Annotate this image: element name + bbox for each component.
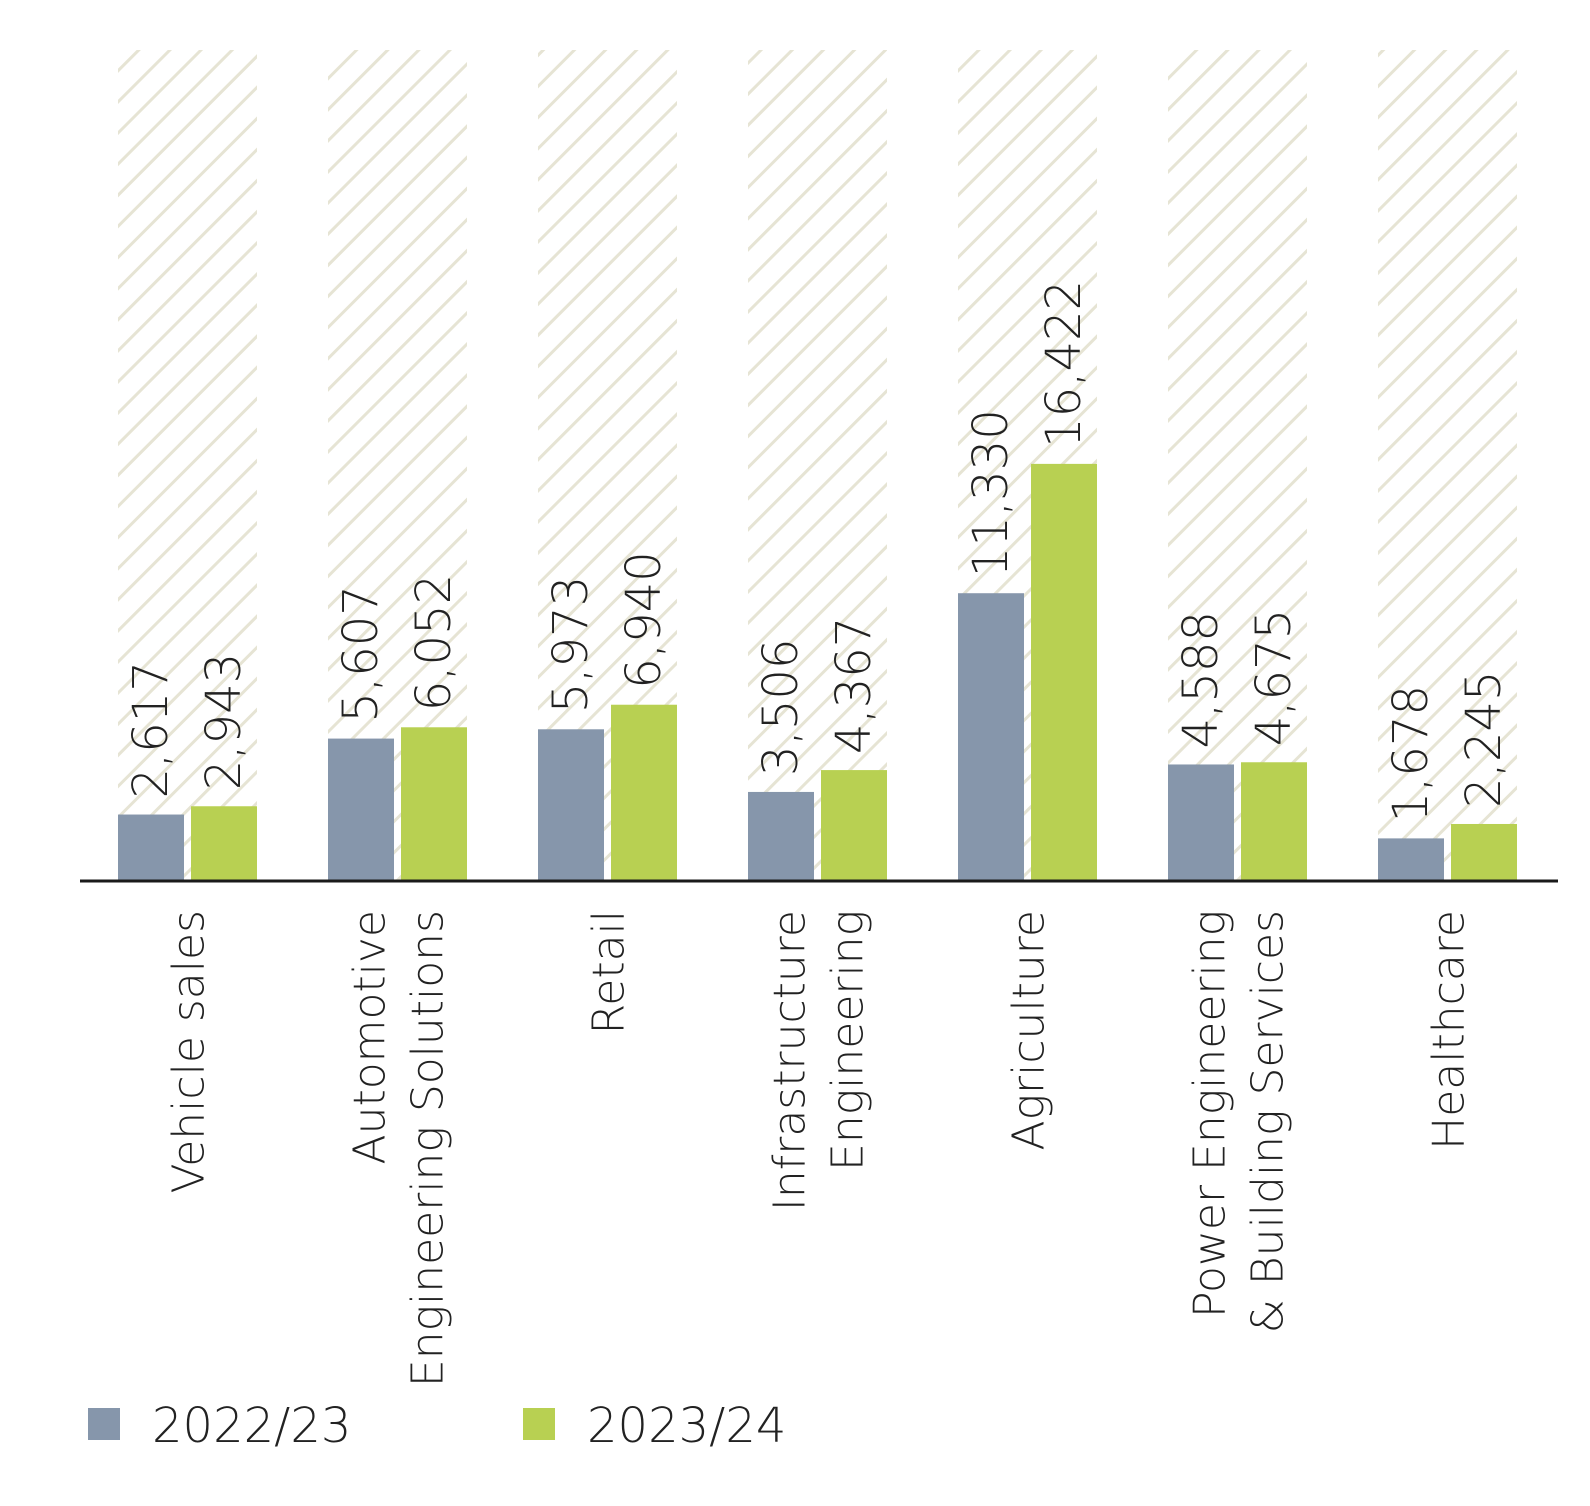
legend-label: 2023/24 bbox=[587, 1398, 786, 1454]
category-label-line: Agriculture bbox=[1004, 910, 1055, 1150]
hatched-background bbox=[1378, 50, 1517, 881]
value-label: 2,617 bbox=[123, 661, 179, 798]
value-label: 5,973 bbox=[543, 576, 599, 713]
legend-label: 2022/23 bbox=[152, 1398, 351, 1454]
bar bbox=[611, 704, 677, 881]
legend-item: 2022/23 bbox=[88, 1398, 351, 1454]
category-label-line: & Building Services bbox=[1243, 910, 1294, 1333]
value-label: 4,588 bbox=[1173, 611, 1229, 748]
legend-swatch bbox=[88, 1408, 120, 1440]
hatched-background bbox=[118, 50, 257, 881]
category-label-line: Vehicle sales bbox=[164, 910, 215, 1193]
value-label: 2,245 bbox=[1456, 671, 1512, 808]
value-label: 1,678 bbox=[1383, 685, 1439, 822]
category-label-line: Power Engineering bbox=[1185, 910, 1236, 1318]
hatched-background bbox=[1168, 50, 1307, 881]
category-label: Automotive Engineering Solutions bbox=[345, 910, 454, 1387]
bar bbox=[748, 791, 814, 881]
bar bbox=[538, 729, 604, 881]
value-label: 6,052 bbox=[406, 574, 462, 711]
value-label: 2,943 bbox=[196, 653, 252, 790]
value-label: 3,506 bbox=[753, 639, 809, 776]
bar bbox=[401, 727, 467, 881]
value-labels: 2,617 2,943 5,607 6,052 5,973 6,940 3,506 4,367… bbox=[123, 280, 1512, 822]
value-label: 6,940 bbox=[616, 551, 672, 688]
bar bbox=[1451, 823, 1517, 881]
value-label: 16,422 bbox=[1036, 280, 1092, 448]
category-label: Healthcare bbox=[1424, 910, 1475, 1150]
bar bbox=[191, 806, 257, 881]
category-label-line: Engineering bbox=[823, 910, 874, 1171]
category-label: Vehicle sales bbox=[164, 910, 215, 1193]
bar bbox=[118, 814, 184, 881]
bar bbox=[1168, 764, 1234, 881]
category-label-line: Engineering Solutions bbox=[403, 910, 454, 1387]
bar bbox=[328, 738, 394, 881]
category-label-line: Healthcare bbox=[1424, 910, 1475, 1150]
category-label: Infrastructure Engineering bbox=[765, 910, 874, 1211]
hatched-backgrounds bbox=[118, 50, 1517, 881]
legend-item: 2023/24 bbox=[523, 1398, 786, 1454]
hatched-background bbox=[748, 50, 887, 881]
category-labels: Vehicle sales Automotive Engineering Solut… bbox=[164, 910, 1475, 1387]
value-label: 4,675 bbox=[1246, 609, 1302, 746]
value-label: 4,367 bbox=[826, 617, 882, 754]
bar bbox=[1241, 762, 1307, 881]
bar bbox=[958, 593, 1024, 881]
category-label-line: Infrastructure bbox=[765, 910, 816, 1211]
category-label: Agriculture bbox=[1004, 910, 1055, 1150]
value-label: 11,330 bbox=[963, 409, 1019, 577]
category-label-line: Automotive bbox=[345, 910, 396, 1165]
legend-swatch bbox=[523, 1408, 555, 1440]
value-label: 5,607 bbox=[333, 585, 389, 722]
category-label: Retail bbox=[584, 910, 635, 1034]
bar bbox=[1031, 463, 1097, 881]
bars bbox=[118, 463, 1517, 881]
bar bbox=[1378, 838, 1444, 881]
category-label: Power Engineering & Building Services bbox=[1185, 910, 1294, 1333]
bar bbox=[821, 770, 887, 881]
category-label-line: Retail bbox=[584, 910, 635, 1034]
legend: 2022/23 2023/24 bbox=[88, 1398, 786, 1454]
